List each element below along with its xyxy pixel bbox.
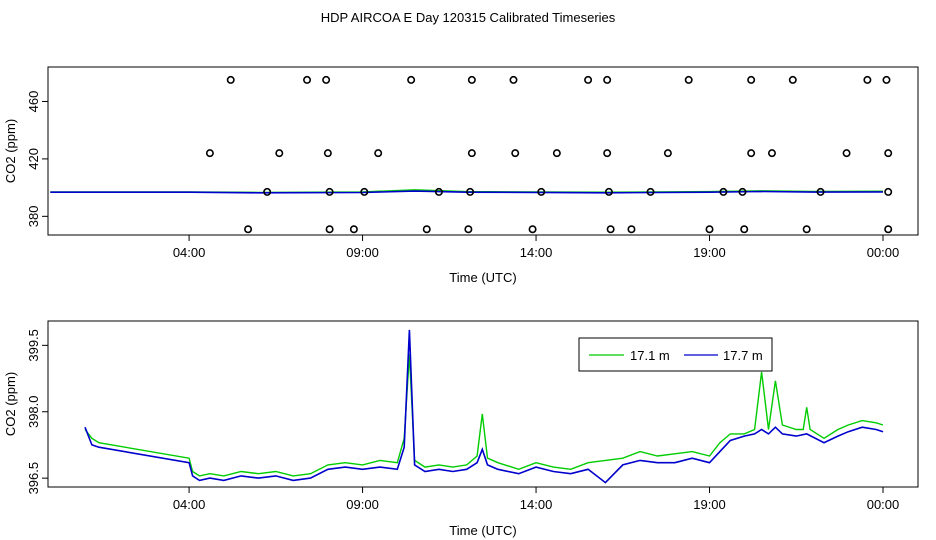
legend: 17.1 m 17.7 m	[578, 337, 773, 372]
outlier-point	[884, 149, 893, 158]
x-tick-label: 04:00	[173, 497, 206, 512]
chart-title: HDP AIRCOA E Day 120315 Calibrated Times…	[321, 10, 616, 25]
bottom-plot-frame	[47, 320, 919, 488]
outlier-point	[552, 149, 561, 158]
outlier-point	[349, 225, 358, 234]
outlier-point	[467, 75, 476, 84]
outlier-point	[747, 75, 756, 84]
outlier-point	[263, 187, 272, 196]
outlier-point	[767, 149, 776, 158]
x-tick-label: 00:00	[867, 245, 900, 260]
bottom-y-axis: 396.5 398.0 399.5	[26, 329, 48, 494]
x-tick-label: 09:00	[346, 497, 379, 512]
outlier-point	[842, 149, 851, 158]
outlier-point	[747, 149, 756, 158]
outlier-point	[407, 75, 416, 84]
outlier-point	[603, 75, 612, 84]
x-tick-label: 09:00	[346, 245, 379, 260]
y-tick-label: 420	[26, 148, 41, 170]
top-plot-frame	[47, 66, 919, 236]
top-x-axis-label: Time (UTC)	[449, 270, 516, 285]
y-tick-label: 380	[26, 205, 41, 227]
outlier-point	[882, 75, 891, 84]
outlier-point	[663, 149, 672, 158]
outlier-point	[604, 187, 613, 196]
top-series-lines	[50, 189, 884, 194]
outlier-point	[738, 187, 747, 196]
x-tick-label: 19:00	[693, 245, 726, 260]
outlier-point	[705, 225, 714, 234]
outlier-point	[646, 187, 655, 196]
outlier-point	[627, 225, 636, 234]
series-line-1	[84, 329, 884, 484]
outlier-point	[719, 187, 728, 196]
outlier-point	[464, 225, 473, 234]
series-line-0	[84, 354, 884, 477]
outlier-point	[467, 149, 476, 158]
top-panel: 04:00 09:00 14:00 19:00 00:00 380 420 460 Time…	[3, 66, 919, 285]
outlier-point	[325, 187, 334, 196]
legend-label-17-1m: 17.1 m	[630, 348, 670, 363]
outlier-point	[323, 149, 332, 158]
outlier-point	[884, 187, 893, 196]
outlier-point	[244, 225, 253, 234]
outlier-point	[422, 225, 431, 234]
outlier-point	[863, 75, 872, 84]
series-line-1	[50, 190, 884, 194]
y-tick-label: 399.5	[26, 329, 41, 362]
outlier-point	[584, 75, 593, 84]
top-outlier-points	[205, 75, 893, 234]
x-tick-label: 04:00	[173, 245, 206, 260]
outlier-point	[884, 225, 893, 234]
outlier-point	[205, 149, 214, 158]
y-tick-label: 396.5	[26, 462, 41, 495]
top-y-axis-label: CO2 (ppm)	[3, 119, 18, 183]
bottom-x-axis: 04:00 09:00 14:00 19:00 00:00	[173, 487, 899, 512]
y-tick-label: 398.0	[26, 395, 41, 428]
outlier-point	[509, 75, 518, 84]
outlier-point	[374, 149, 383, 158]
top-y-axis: 380 420 460	[26, 91, 48, 227]
top-x-axis: 04:00 09:00 14:00 19:00 00:00	[173, 235, 899, 260]
outlier-point	[511, 149, 520, 158]
outlier-point	[226, 75, 235, 84]
outlier-point	[466, 187, 475, 196]
bottom-series-lines	[84, 329, 884, 484]
outlier-point	[684, 75, 693, 84]
outlier-point	[275, 149, 284, 158]
outlier-point	[528, 225, 537, 234]
outlier-point	[322, 75, 331, 84]
outlier-point	[816, 187, 825, 196]
outlier-point	[802, 225, 811, 234]
outlier-point	[434, 187, 443, 196]
outlier-point	[603, 149, 612, 158]
outlier-point	[303, 75, 312, 84]
bottom-y-axis-label: CO2 (ppm)	[3, 372, 18, 436]
outlier-point	[606, 225, 615, 234]
legend-box	[578, 337, 773, 372]
outlier-point	[740, 225, 749, 234]
x-tick-label: 14:00	[520, 245, 553, 260]
outlier-point	[325, 225, 334, 234]
x-tick-label: 14:00	[520, 497, 553, 512]
bottom-x-axis-label: Time (UTC)	[449, 523, 516, 538]
outlier-point	[360, 187, 369, 196]
outlier-point	[537, 187, 546, 196]
x-tick-label: 00:00	[867, 497, 900, 512]
bottom-panel: 04:00 09:00 14:00 19:00 00:00 396.5 398.0 399.…	[3, 320, 919, 538]
outlier-point	[788, 75, 797, 84]
legend-label-17-7m: 17.7 m	[723, 348, 763, 363]
y-tick-label: 460	[26, 91, 41, 113]
x-tick-label: 19:00	[693, 497, 726, 512]
